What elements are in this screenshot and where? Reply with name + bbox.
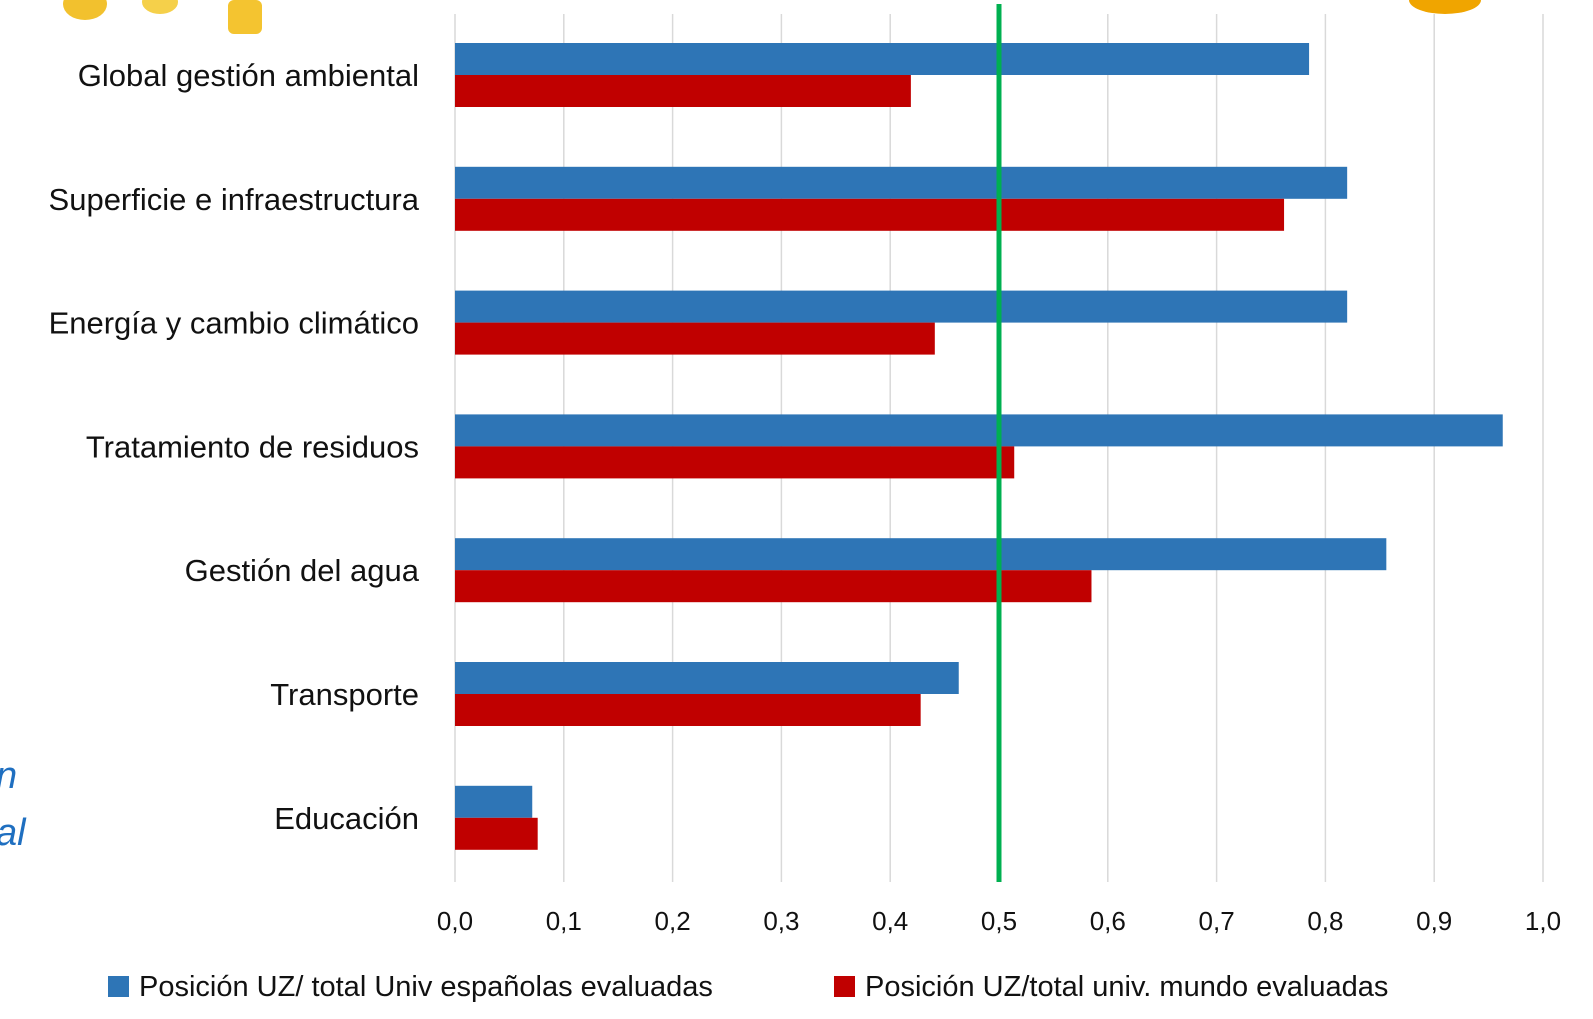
x-tick-label: 0,0 bbox=[437, 906, 473, 936]
category-label: Tratamiento de residuos bbox=[86, 429, 419, 464]
bar bbox=[455, 785, 533, 818]
category-labels: Global gestión ambiental Superficie e inf… bbox=[49, 58, 420, 836]
category-label: Energía y cambio climático bbox=[49, 306, 419, 341]
x-tick-label: 0,4 bbox=[872, 906, 908, 936]
bar bbox=[455, 75, 911, 107]
bars bbox=[455, 43, 1503, 850]
x-tick-label: 0,6 bbox=[1090, 906, 1126, 936]
bar bbox=[455, 662, 959, 694]
bar bbox=[455, 817, 538, 850]
legend-swatch bbox=[834, 976, 855, 997]
bar bbox=[455, 570, 1092, 603]
x-tick-label: 0,9 bbox=[1416, 906, 1452, 936]
category-label: Transporte bbox=[270, 677, 419, 712]
x-tick-label: 0,5 bbox=[981, 906, 1017, 936]
x-tick-label: 0,8 bbox=[1307, 906, 1343, 936]
clipart-decoration bbox=[63, 0, 1481, 34]
legend-label: Posición UZ/ total Univ españolas evalua… bbox=[139, 971, 713, 1003]
x-tick-label: 1,0 bbox=[1525, 906, 1561, 936]
side-fragment-1: n bbox=[0, 755, 17, 797]
bar bbox=[455, 322, 935, 355]
legend: Posición UZ/ total Univ españolas evalua… bbox=[108, 971, 1388, 1003]
bar bbox=[455, 446, 1015, 479]
side-fragment-2: al bbox=[0, 812, 27, 854]
x-tick-label: 0,3 bbox=[763, 906, 799, 936]
bar bbox=[455, 290, 1348, 323]
bar bbox=[455, 538, 1387, 571]
bar bbox=[455, 198, 1285, 231]
legend-label: Posición UZ/total univ. mundo evaluadas bbox=[865, 971, 1388, 1003]
category-label: Superficie e infraestructura bbox=[49, 182, 420, 217]
legend-swatch bbox=[108, 976, 129, 997]
x-tick-label: 0,2 bbox=[655, 906, 691, 936]
category-label: Gestión del agua bbox=[185, 553, 420, 588]
category-label: Global gestión ambiental bbox=[78, 58, 419, 93]
x-tick-labels: 0,0 0,1 0,2 0,3 0,4 0,5 0,6 0,7 0,8 0,9 1,0 bbox=[437, 906, 1561, 936]
category-label: Educación bbox=[274, 801, 419, 836]
bar bbox=[455, 414, 1503, 447]
x-tick-label: 0,1 bbox=[546, 906, 582, 936]
side-text-fragments: n al bbox=[0, 755, 27, 854]
x-tick-label: 0,7 bbox=[1199, 906, 1235, 936]
bar bbox=[455, 166, 1348, 199]
bar bbox=[455, 43, 1310, 75]
bar bbox=[455, 694, 921, 726]
